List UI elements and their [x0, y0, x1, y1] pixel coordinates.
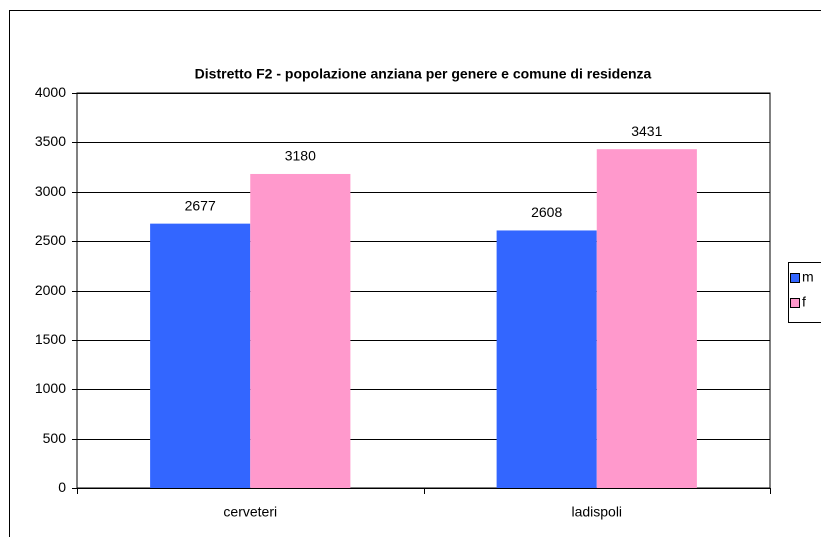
chart-title: Distretto F2 - popolazione anziana per g…: [195, 66, 652, 82]
legend-swatch: [790, 273, 800, 283]
legend-box: [788, 262, 821, 323]
bar: [496, 230, 597, 488]
y-tick-label: 2000: [35, 282, 66, 298]
y-tick-label: 2500: [35, 232, 66, 248]
y-tick-label: 3500: [35, 133, 66, 149]
data-label: 2608: [531, 204, 562, 220]
legend-label: f: [802, 294, 806, 310]
bar: [150, 223, 251, 489]
data-label: 3180: [285, 148, 316, 164]
y-tick-label: 500: [43, 430, 67, 446]
data-label: 3431: [631, 123, 662, 139]
legend-swatch: [790, 298, 800, 308]
y-tick-label: 3000: [35, 183, 66, 199]
x-tick-label: ladispoli: [571, 504, 622, 520]
y-tick-label: 4000: [35, 84, 66, 100]
data-label: 2677: [185, 197, 216, 213]
y-tick-label: 0: [58, 479, 66, 495]
y-tick-label: 1500: [35, 331, 66, 347]
y-tick-label: 1000: [35, 380, 66, 396]
legend-label: m: [802, 269, 814, 285]
bar: [250, 173, 351, 488]
bar: [596, 149, 697, 488]
x-tick-label: cerveteri: [223, 504, 277, 520]
